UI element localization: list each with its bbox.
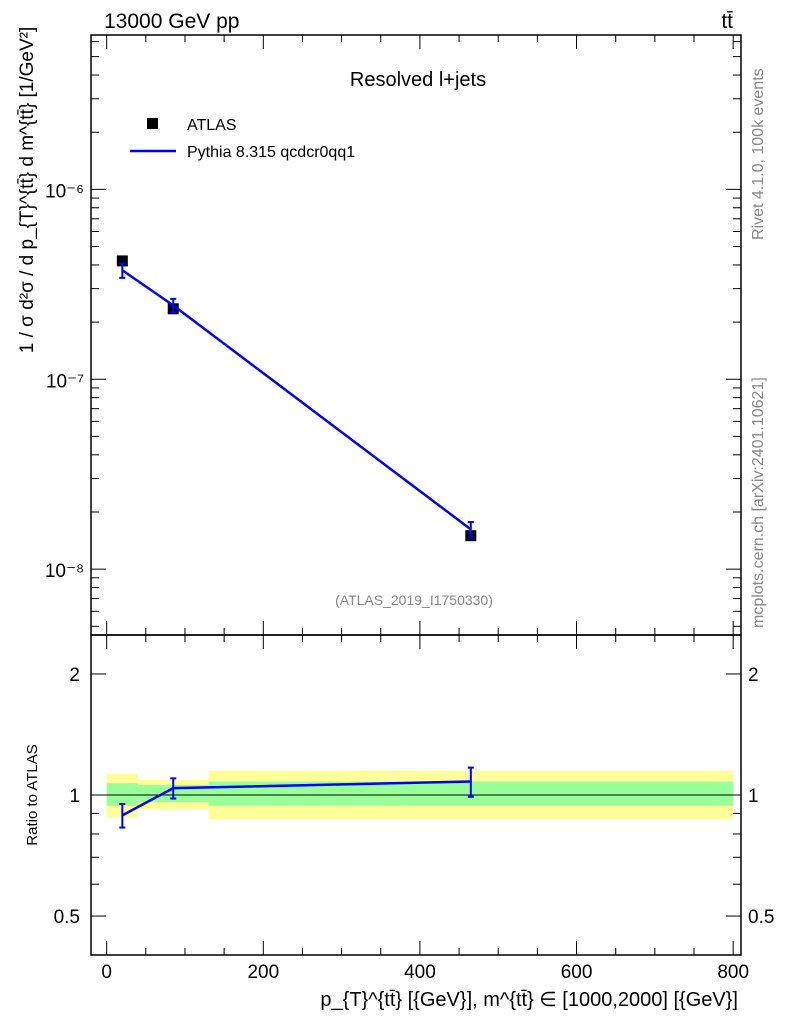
ratio-band-inner xyxy=(106,783,138,806)
ratio-y-tick-label-right: 1 xyxy=(748,786,759,807)
rivet-version-label: Rivet 4.1.0, 100k events xyxy=(750,68,767,240)
main-panel: 10⁻⁶ 10⁻⁷ 10⁻⁸ Resolved l+jets (ATLAS_2019… xyxy=(17,27,742,636)
atlas-data-point xyxy=(116,255,128,267)
ratio-y-tick-label-right: 2 xyxy=(748,665,759,686)
main-y-tick-label: 10⁻⁸ xyxy=(45,561,84,582)
x-tick-label: 0 xyxy=(101,962,112,983)
x-tick-label: 200 xyxy=(247,962,279,983)
main-title: Resolved l+jets xyxy=(350,69,486,91)
ratio-y-tick-label: 0.5 xyxy=(54,907,80,928)
x-axis-label: p_{T}^{tt̄} [{GeV}], m^{tt̄} ∈ [1000,200… xyxy=(320,989,738,1011)
analysis-id-label: (ATLAS_2019_I1750330) xyxy=(335,592,493,608)
main-y-axis-label: 1 / σ d²σ / d p_{T}^{tt̄} d m^{tt̄} [1/G… xyxy=(17,27,38,353)
ratio-y-axis-label: Ratio to ATLAS xyxy=(24,744,41,845)
main-y-tick-label: 10⁻⁶ xyxy=(45,181,84,202)
main-y-tick-label: 10⁻⁷ xyxy=(46,371,84,392)
plot-header-right: tt̄ xyxy=(721,10,733,33)
ratio-y-tick-label: 2 xyxy=(69,665,80,686)
legend-atlas-marker xyxy=(147,118,158,129)
ratio-panel: 2 2 1 1 0.5 0.5 0 200 400 600 800 Ratio to ATLAS p… xyxy=(24,634,774,1011)
x-tick-label: 400 xyxy=(404,962,436,983)
ratio-y-tick-label: 1 xyxy=(69,786,80,807)
x-tick-label: 800 xyxy=(717,962,749,983)
ratio-frame xyxy=(90,634,742,956)
x-tick-label: 600 xyxy=(561,962,593,983)
ratio-y-tick-label-right: 0.5 xyxy=(748,907,774,928)
plot-header-left: 13000 GeV pp xyxy=(104,10,239,33)
legend-pythia-label: Pythia 8.315 qcdcr0qq1 xyxy=(187,144,355,161)
mcplots-label: mcplots.cern.ch [arXiv:2401.10621] xyxy=(750,377,767,628)
legend-atlas-label: ATLAS xyxy=(187,117,237,134)
